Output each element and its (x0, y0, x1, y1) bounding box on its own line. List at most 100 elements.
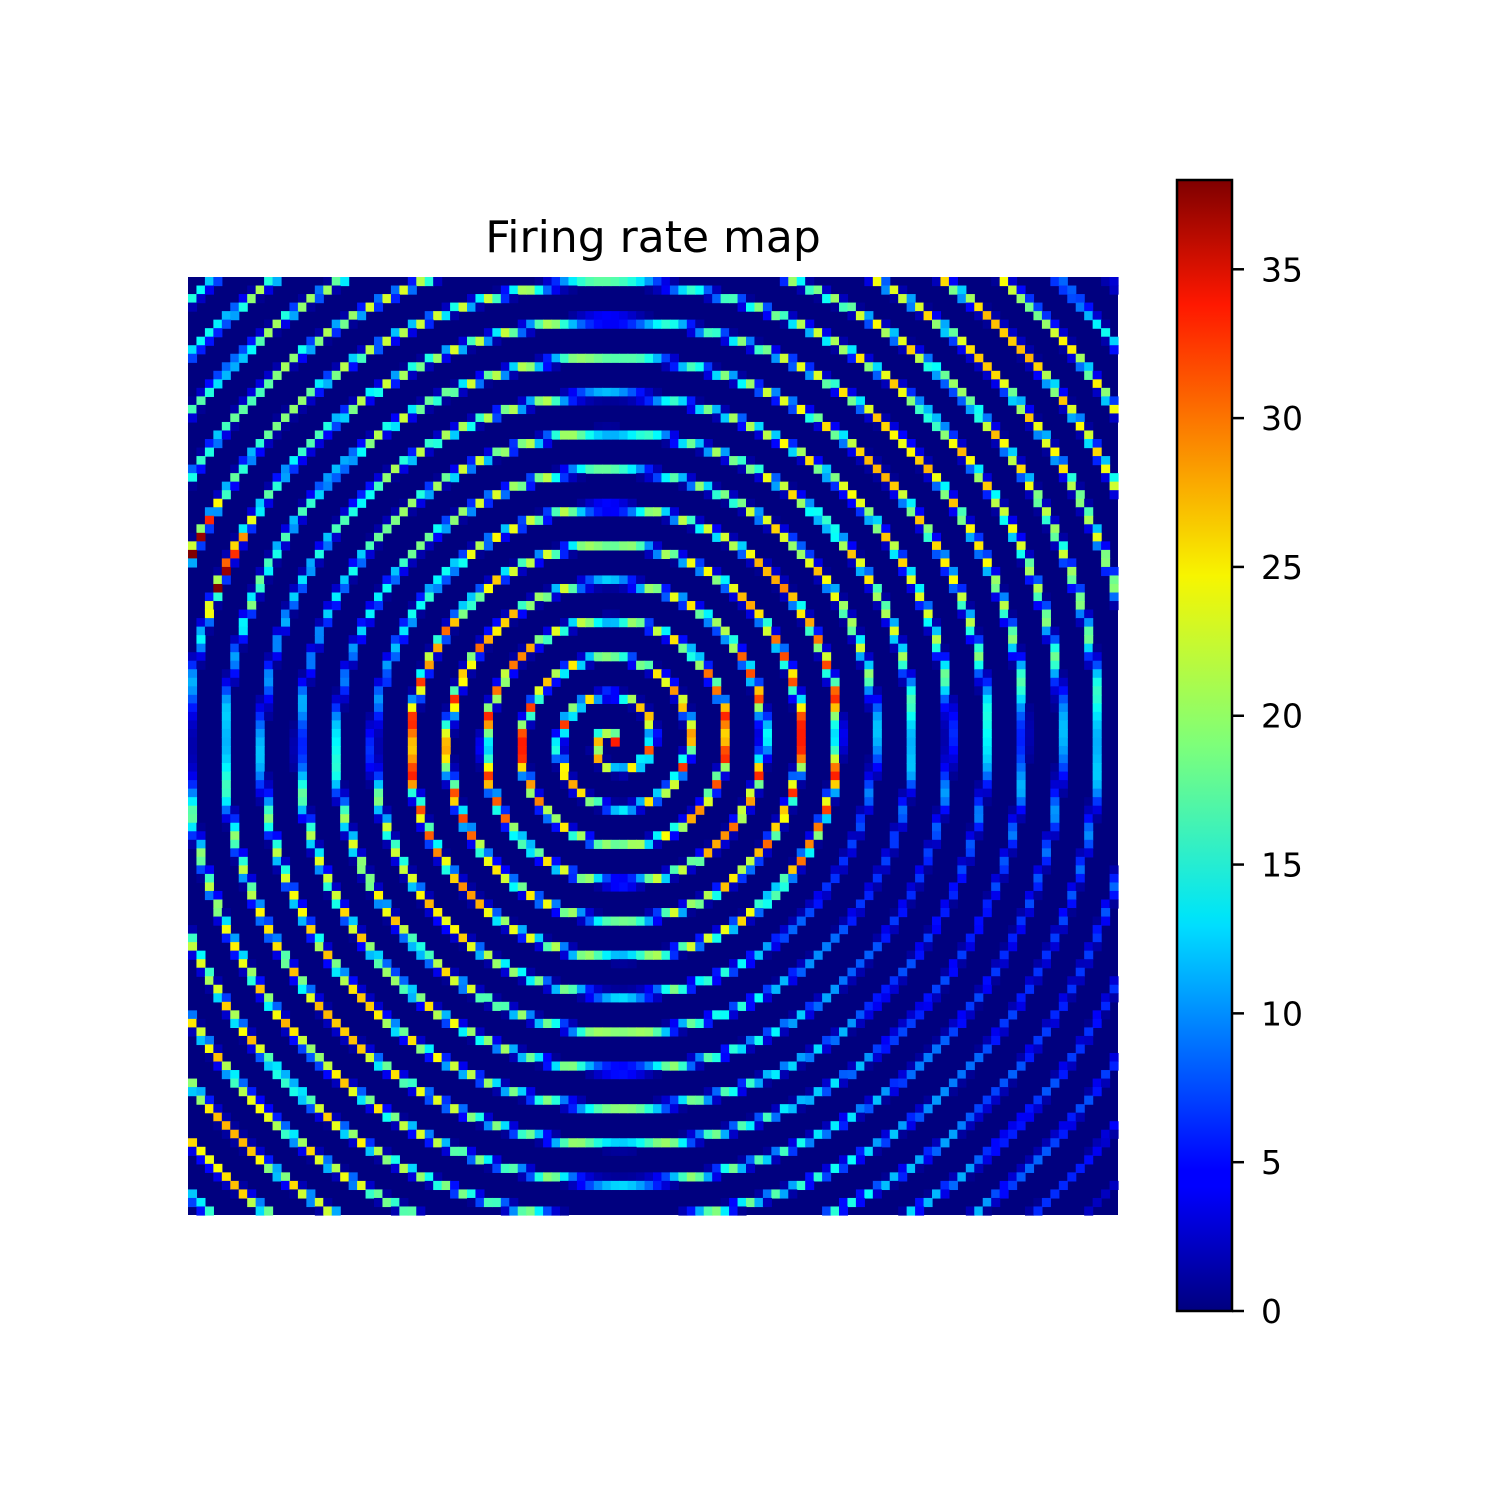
heatmap-cell (822, 1078, 832, 1088)
heatmap-cell (483, 532, 493, 542)
heatmap-cell (424, 959, 434, 969)
heatmap-cell (526, 285, 536, 295)
heatmap-cell (610, 839, 620, 849)
heatmap-cell (467, 294, 477, 304)
heatmap-cell (948, 890, 958, 901)
heatmap-cell (213, 984, 223, 994)
heatmap-cell (864, 575, 874, 585)
heatmap-cell (297, 694, 307, 704)
heatmap-cell (1008, 814, 1018, 824)
heatmap-cell (636, 1172, 646, 1182)
heatmap-cell (560, 737, 570, 747)
heatmap-cell (923, 601, 933, 611)
heatmap-cell (627, 652, 637, 662)
heatmap-cell (619, 1172, 629, 1182)
heatmap-cell (483, 763, 493, 773)
heatmap-cell (1092, 319, 1102, 329)
heatmap-cell (1025, 1163, 1035, 1173)
heatmap-cell (433, 635, 443, 645)
heatmap-cell (585, 507, 595, 517)
heatmap-cell (196, 1035, 206, 1046)
heatmap-cell (661, 549, 671, 559)
heatmap-cell (483, 959, 493, 969)
heatmap-cell (762, 1146, 772, 1156)
heatmap-cell (627, 618, 637, 628)
heatmap-cell (610, 353, 620, 363)
heatmap-cell (331, 362, 341, 372)
heatmap-cell (974, 1155, 984, 1165)
heatmap-cell (1067, 899, 1077, 909)
heatmap-cell (1058, 711, 1068, 722)
heatmap-cell (534, 430, 544, 440)
heatmap-cell (221, 1070, 231, 1080)
heatmap-cell (1050, 1138, 1060, 1148)
heatmap-cell (1033, 967, 1043, 977)
heatmap-cell (923, 1044, 933, 1054)
heatmap-cell (754, 720, 764, 730)
heatmap-cell (517, 728, 527, 739)
heatmap-cell (653, 1061, 663, 1071)
heatmap-cell (1075, 294, 1085, 304)
heatmap-cell (788, 865, 798, 875)
heatmap-cell (424, 908, 434, 918)
heatmap-cell (331, 464, 341, 474)
heatmap-cell (399, 558, 409, 568)
heatmap-cell (813, 294, 823, 304)
heatmap-cell (475, 890, 485, 901)
heatmap-cell (636, 353, 646, 363)
heatmap-cell (695, 328, 705, 338)
heatmap-cell (788, 311, 798, 321)
heatmap-cell (289, 524, 299, 534)
heatmap-cell (264, 277, 274, 287)
heatmap-cell (390, 575, 400, 585)
heatmap-cell (813, 899, 823, 909)
heatmap-cell (568, 660, 578, 670)
heatmap-cell (534, 507, 544, 517)
heatmap-cell (416, 950, 426, 960)
heatmap-cell (365, 532, 375, 542)
heatmap-cell (1067, 890, 1077, 901)
heatmap-cell (627, 1180, 637, 1191)
heatmap-cell (1050, 447, 1060, 457)
heatmap-cell (940, 711, 950, 722)
heatmap-cell (627, 1138, 637, 1148)
heatmap-cell (864, 413, 874, 423)
heatmap-cell (1033, 353, 1043, 363)
heatmap-cell (1092, 746, 1102, 756)
heatmap-cell (416, 277, 426, 287)
heatmap-cell (644, 1138, 654, 1148)
heatmap-cell (188, 703, 198, 713)
heatmap-cell (746, 421, 756, 432)
heatmap-cell (196, 524, 206, 534)
heatmap-cell (264, 780, 274, 790)
heatmap-cell (1084, 439, 1094, 449)
heatmap-cell (830, 771, 840, 781)
heatmap-cell (644, 464, 654, 474)
heatmap-cell (348, 925, 358, 935)
heatmap-cell (1101, 993, 1111, 1003)
heatmap-cell (1025, 1112, 1035, 1122)
heatmap-cell (610, 950, 620, 960)
heatmap-cell (526, 1172, 536, 1182)
heatmap-cell (314, 430, 324, 440)
heatmap-cell (746, 660, 756, 670)
heatmap-cell (796, 549, 806, 559)
heatmap-cell (348, 635, 358, 645)
heatmap-cell (839, 1163, 849, 1173)
heatmap-cell (1033, 865, 1043, 875)
heatmap-cell (374, 379, 384, 389)
heatmap-cell (1084, 515, 1094, 525)
heatmap-cell (424, 1087, 434, 1097)
heatmap-cell (1092, 728, 1102, 739)
heatmap-cell (382, 967, 392, 977)
heatmap-cell (940, 490, 950, 500)
heatmap-cell (822, 566, 832, 577)
heatmap-cell (965, 1206, 975, 1216)
heatmap-cell (788, 481, 798, 491)
heatmap-cell (627, 1146, 637, 1156)
heatmap-cell (221, 421, 231, 432)
heatmap-cell (365, 1104, 375, 1114)
heatmap-cell (399, 507, 409, 517)
heatmap-cell (999, 609, 1009, 619)
heatmap-cell (500, 1121, 510, 1131)
